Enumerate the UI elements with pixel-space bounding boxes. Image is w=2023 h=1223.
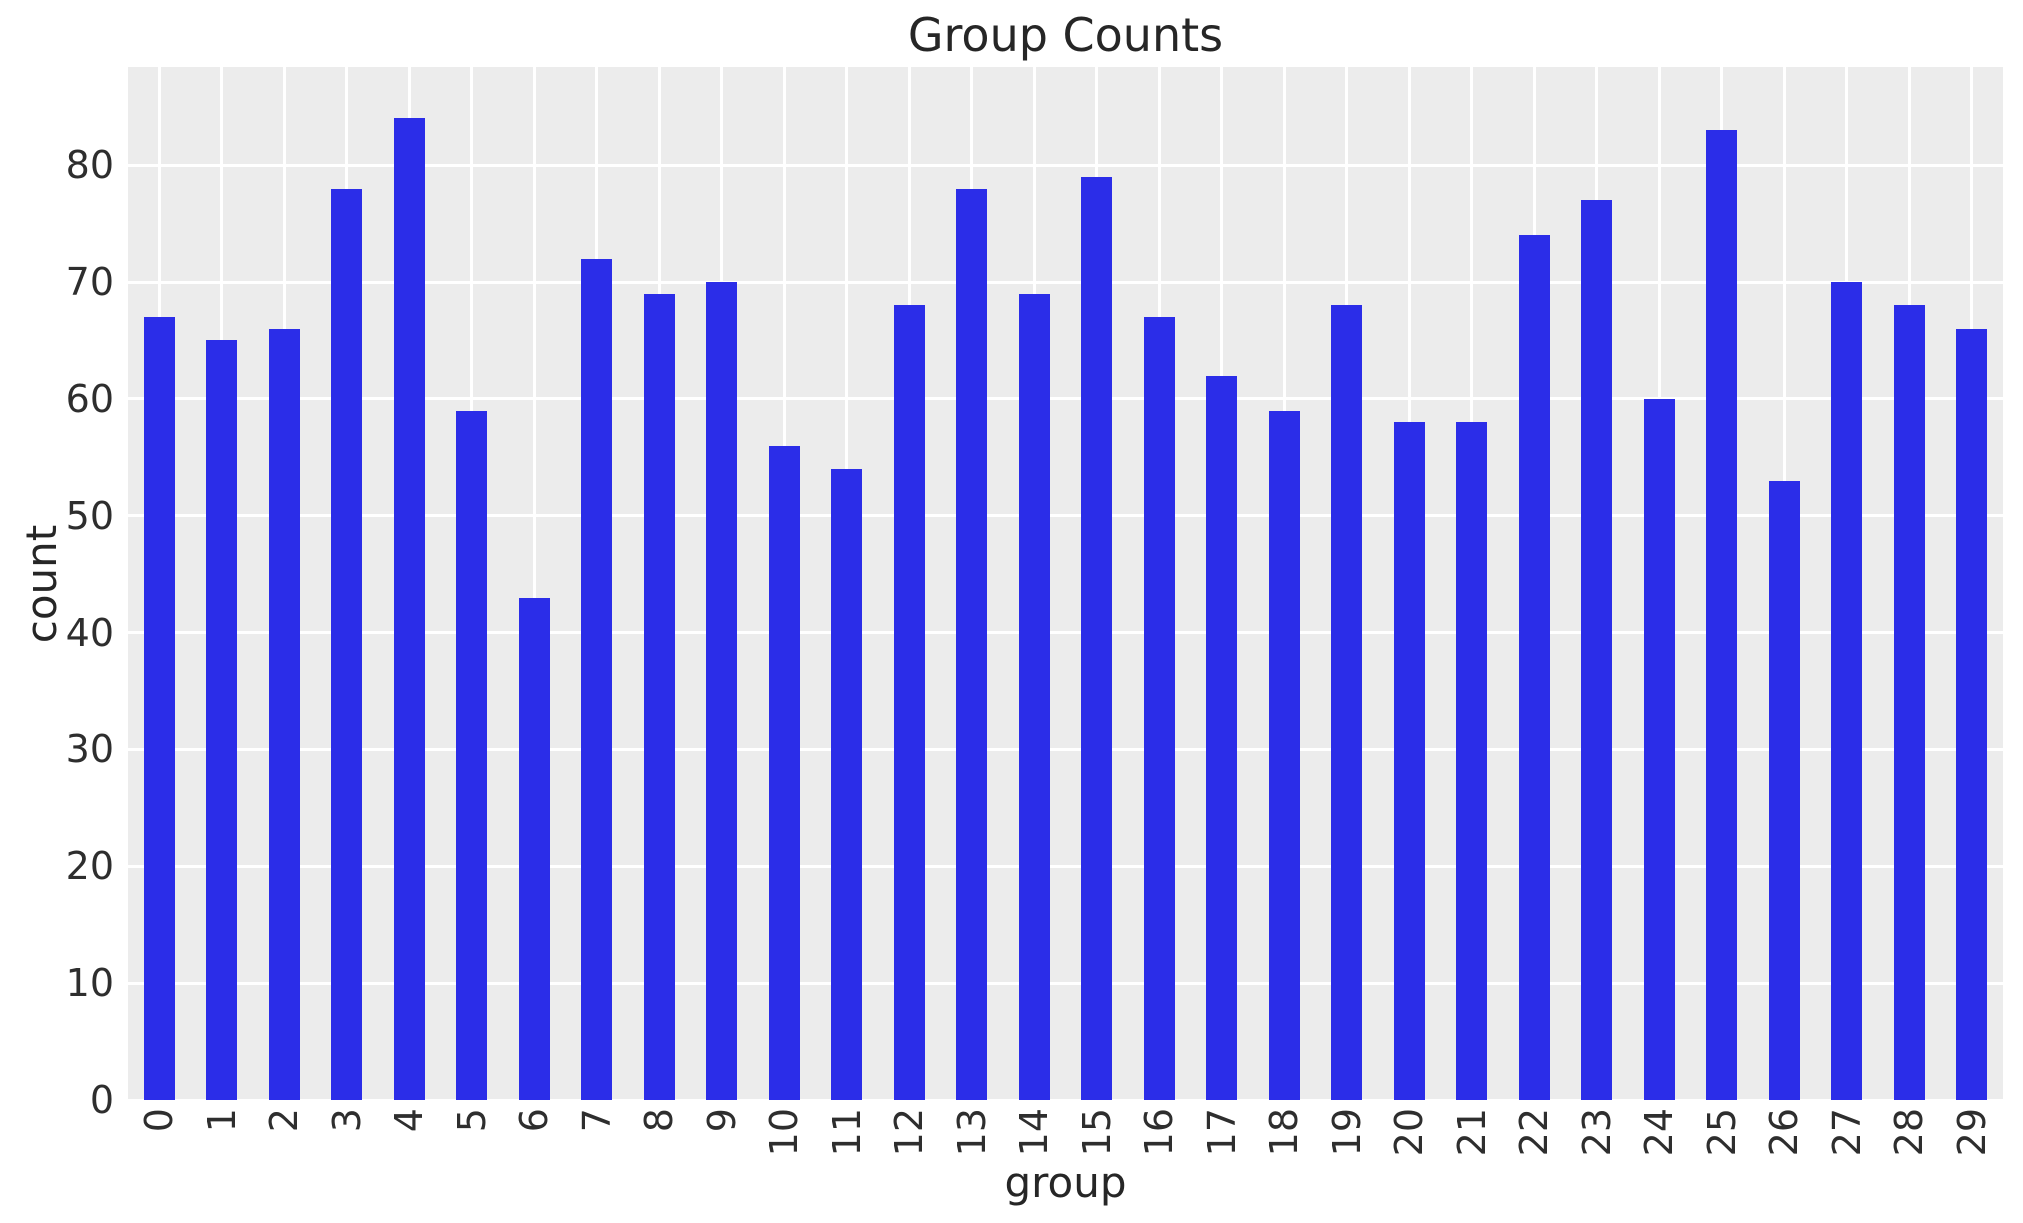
- bar: [893, 305, 925, 1100]
- bar: [1643, 398, 1675, 1100]
- y-tick-label: 70: [65, 260, 114, 304]
- bar: [1706, 130, 1738, 1100]
- bar: [1518, 235, 1550, 1100]
- bar: [831, 468, 863, 1100]
- y-tick-label: 20: [65, 844, 114, 889]
- plot-area: [128, 67, 2003, 1102]
- h-gridline: [128, 864, 2003, 868]
- bar: [1956, 328, 1988, 1100]
- bar: [1768, 480, 1800, 1100]
- h-gridline: [128, 1098, 2003, 1102]
- y-tick-label: 0: [89, 1078, 114, 1122]
- y-tick-label: 10: [65, 961, 114, 1006]
- bar: [1206, 375, 1238, 1100]
- bar: [1331, 305, 1363, 1100]
- h-gridline: [128, 280, 2003, 284]
- bar: [143, 317, 175, 1100]
- y-tick-label: 30: [65, 727, 114, 772]
- bar: [581, 258, 613, 1100]
- bar: [706, 282, 738, 1100]
- bar: [1268, 410, 1300, 1100]
- bar: [1581, 200, 1613, 1100]
- h-gridline: [128, 981, 2003, 985]
- bar: [518, 597, 550, 1100]
- bar: [1456, 422, 1488, 1100]
- h-gridline: [128, 631, 2003, 635]
- chart-title: Group Counts: [907, 8, 1224, 62]
- bar: [1081, 176, 1113, 1100]
- h-gridline: [128, 397, 2003, 401]
- bar: [393, 118, 425, 1100]
- bar: [956, 188, 988, 1100]
- bar: [268, 328, 300, 1100]
- bar: [1831, 282, 1863, 1100]
- bar: [1393, 422, 1425, 1100]
- bar: [331, 188, 363, 1100]
- v-gridline: [532, 67, 536, 1100]
- bar: [643, 293, 675, 1100]
- bar: [768, 445, 800, 1100]
- h-gridline: [128, 514, 2003, 518]
- y-axis-label: count: [17, 524, 66, 644]
- bar: [1143, 317, 1175, 1100]
- h-gridline: [128, 747, 2003, 751]
- x-axis-label: group: [1004, 1158, 1127, 1207]
- bar: [1893, 305, 1925, 1100]
- y-tick-label: 60: [65, 376, 114, 421]
- y-tick-label: 80: [65, 143, 114, 188]
- y-tick-label: 50: [65, 493, 114, 538]
- y-tick-label: 40: [65, 610, 114, 655]
- h-gridline: [128, 163, 2003, 167]
- bar: [1018, 293, 1050, 1100]
- bar: [206, 340, 238, 1100]
- bar: [456, 410, 488, 1100]
